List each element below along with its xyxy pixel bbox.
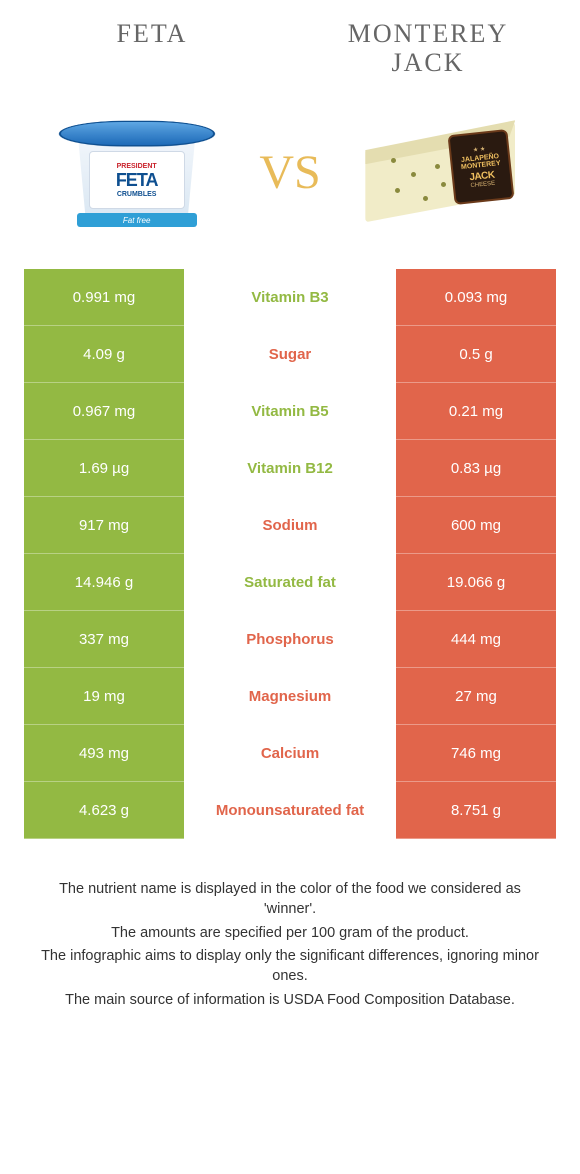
value-left: 4.09 g [24,326,184,383]
value-left: 1.69 µg [24,440,184,497]
title-right-line2: JACK [391,48,464,77]
nutrition-table: 0.991 mgVitamin B30.093 mg4.09 gSugar0.5… [24,269,556,839]
table-row: 0.991 mgVitamin B30.093 mg [24,269,556,326]
value-right: 0.093 mg [396,269,556,326]
table-row: 4.623 gMonounsaturated fat8.751 g [24,782,556,839]
monterey-jack-illustration: ★ ★ JALAPEÑOMONTEREY JACK CHEESE [353,102,533,242]
value-left: 4.623 g [24,782,184,839]
footnote-line: The infographic aims to display only the… [34,946,546,987]
title-right: MONTEREY JACK [300,20,556,77]
nutrient-label: Sugar [184,326,396,383]
nutrient-label: Phosphorus [184,611,396,668]
value-left: 493 mg [24,725,184,782]
value-right: 19.066 g [396,554,556,611]
header-row: FETA MONTEREY JACK [24,20,556,77]
value-right: 0.83 µg [396,440,556,497]
footnotes: The nutrient name is displayed in the co… [24,879,556,1010]
value-right: 8.751 g [396,782,556,839]
images-row: PRESIDENT FETA CRUMBLES Fat free VS [24,97,556,247]
table-row: 493 mgCalcium746 mg [24,725,556,782]
value-left: 337 mg [24,611,184,668]
monterey-jack-image: ★ ★ JALAPEÑOMONTEREY JACK CHEESE [331,97,556,247]
value-left: 0.991 mg [24,269,184,326]
nutrient-label: Magnesium [184,668,396,725]
value-right: 0.21 mg [396,383,556,440]
nutrient-label: Vitamin B12 [184,440,396,497]
nutrient-label: Sodium [184,497,396,554]
table-row: 14.946 gSaturated fat19.066 g [24,554,556,611]
feta-illustration: PRESIDENT FETA CRUMBLES Fat free [47,107,227,237]
value-right: 27 mg [396,668,556,725]
table-row: 0.967 mgVitamin B50.21 mg [24,383,556,440]
value-right: 600 mg [396,497,556,554]
value-left: 14.946 g [24,554,184,611]
value-left: 917 mg [24,497,184,554]
nutrient-label: Vitamin B3 [184,269,396,326]
infographic-container: FETA MONTEREY JACK PRESIDENT FETA CRUMBL… [0,0,580,1033]
title-left: FETA [24,20,280,77]
title-right-line1: MONTEREY [348,19,508,48]
vs-label: VS [259,145,320,200]
value-right: 746 mg [396,725,556,782]
footnote-line: The nutrient name is displayed in the co… [34,879,546,920]
table-row: 337 mgPhosphorus444 mg [24,611,556,668]
table-row: 917 mgSodium600 mg [24,497,556,554]
nutrient-label: Vitamin B5 [184,383,396,440]
footnote-line: The main source of information is USDA F… [34,990,546,1010]
footnote-line: The amounts are specified per 100 gram o… [34,923,546,943]
value-left: 0.967 mg [24,383,184,440]
table-row: 1.69 µgVitamin B120.83 µg [24,440,556,497]
table-row: 4.09 gSugar0.5 g [24,326,556,383]
value-right: 444 mg [396,611,556,668]
value-left: 19 mg [24,668,184,725]
nutrient-label: Saturated fat [184,554,396,611]
table-row: 19 mgMagnesium27 mg [24,668,556,725]
feta-image: PRESIDENT FETA CRUMBLES Fat free [24,97,249,247]
nutrient-label: Calcium [184,725,396,782]
nutrient-label: Monounsaturated fat [184,782,396,839]
value-right: 0.5 g [396,326,556,383]
